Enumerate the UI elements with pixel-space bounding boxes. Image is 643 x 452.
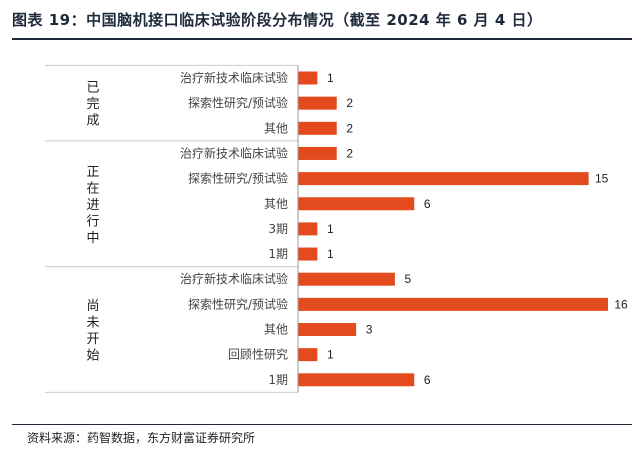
- category-label: 回顾性研究: [228, 347, 288, 362]
- bar: [298, 96, 337, 110]
- category-label: 探索性研究/预试验: [188, 171, 288, 186]
- bar: [298, 121, 337, 135]
- footer-rule: [12, 424, 632, 425]
- category-label: 治疗新技术临床试验: [180, 70, 288, 85]
- category-label: 其他: [264, 121, 288, 135]
- value-label: 5: [405, 272, 412, 286]
- value-label: 2: [346, 96, 353, 110]
- category-label: 3期: [268, 222, 288, 236]
- bar: [298, 323, 357, 336]
- group-label: 尚未开始: [86, 299, 99, 364]
- chart-title: 图表 19：中国脑机接口临床试验阶段分布情况（截至 2024 年 6 月 4 日…: [12, 11, 543, 29]
- category-label: 治疗新技术临床试验: [180, 145, 288, 160]
- value-label: 1: [327, 247, 334, 261]
- group-label: 正在进行中: [86, 165, 99, 246]
- bar: [298, 297, 608, 311]
- category-label: 其他: [264, 323, 288, 337]
- bar: [298, 172, 589, 186]
- value-label: 3: [366, 323, 373, 337]
- value-label: 1: [327, 348, 334, 362]
- category-label: 1期: [268, 373, 288, 387]
- category-label: 其他: [264, 197, 288, 211]
- value-label: 2: [346, 121, 353, 135]
- category-label: 治疗新技术临床试验: [180, 271, 288, 286]
- category-label: 探索性研究/预试验: [188, 296, 288, 311]
- value-label: 2: [346, 146, 353, 160]
- category-label: 1期: [268, 247, 288, 261]
- value-label: 6: [424, 373, 431, 387]
- value-label: 1: [327, 222, 334, 236]
- group-label: 已完成: [86, 81, 99, 129]
- source-note: 资料来源：药智数据，东方财富证券研究所: [27, 431, 256, 445]
- value-label: 16: [614, 297, 628, 311]
- bar: [298, 272, 395, 286]
- bar: [298, 146, 337, 160]
- bar: [298, 348, 318, 362]
- value-label: 6: [424, 197, 431, 211]
- title-rule: [12, 38, 632, 40]
- value-label: 1: [327, 71, 334, 85]
- category-label: 探索性研究/预试验: [188, 95, 288, 110]
- bar: [298, 247, 318, 261]
- value-label: 15: [595, 172, 609, 186]
- bar: [298, 197, 415, 211]
- bar: [298, 222, 318, 236]
- bar: [298, 373, 415, 387]
- bar: [298, 71, 318, 85]
